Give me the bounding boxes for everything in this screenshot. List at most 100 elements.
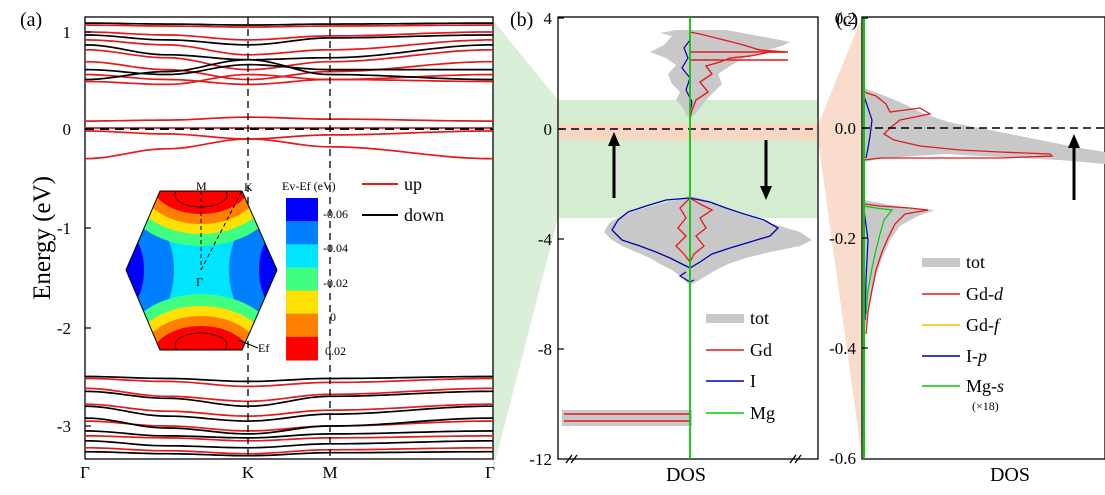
panel-b: tot Gd I Mg (b) 4 0 -4 -8 -12 DOS [510, 9, 819, 486]
panel-c-gdd-upper [863, 91, 1054, 161]
panel-a-ytick-marks [85, 31, 91, 427]
band-up-16 [85, 446, 493, 455]
panel-b-legend-mg: Mg [750, 403, 775, 423]
panel-b-orange-band [559, 124, 817, 140]
panel-c: tot Gd-d Gd-f I-p Mg-s (×18) (c) 0.2 0.0… [829, 9, 1105, 486]
panel-b-ytick-0: 0 [544, 120, 553, 139]
panel-c-mgs-lower [863, 205, 894, 315]
panel-a-xtick-gamma1: Γ [80, 463, 90, 482]
panel-c-ytick-m06: -0.6 [829, 449, 856, 468]
band-down-0 [85, 22, 493, 26]
panel-b-i-upper [681, 39, 693, 113]
band-up-7 [85, 116, 493, 122]
panel-b-gd-upper [689, 31, 787, 119]
panel-c-ytick-marks [862, 17, 868, 349]
inset-path-gamma-k [200, 190, 243, 271]
band-up-13 [84, 403, 493, 417]
band-up-6 [85, 73, 493, 86]
zoom-connector-green [493, 20, 558, 470]
panel-b-label: (b) [510, 9, 533, 31]
panel-c-ip-upper [863, 95, 873, 159]
band-up-9 [85, 130, 493, 140]
panel-b-tot-lower [604, 196, 812, 285]
band-up-15 [85, 435, 493, 442]
band-up-10 [84, 138, 494, 160]
panel-a-ytick-m1: -1 [57, 219, 71, 238]
band-down-10 [84, 439, 494, 449]
panel-b-ytick-m4: -4 [538, 230, 553, 249]
colorbar-tick-3: -0.02 [323, 276, 348, 290]
inset-label-m: M [196, 179, 207, 193]
panel-c-legend-gdd: Gd-d [966, 284, 1004, 304]
panel-c-ytick-00: 0.0 [835, 119, 856, 138]
panel-a-ytick-1: 1 [63, 23, 72, 42]
panel-b-legend-i: I [750, 371, 756, 391]
panel-c-xlabel: DOS [990, 464, 1030, 486]
band-down-4 [84, 58, 493, 81]
band-up-4 [84, 60, 493, 81]
panel-b-ytick-m12: -12 [529, 450, 552, 469]
panel-a-xtick-gamma2: Γ [485, 463, 495, 482]
panel-b-ytick-marks [558, 17, 564, 350]
panel-c-tot-upper [864, 88, 1105, 164]
colorbar-segment-1 [286, 221, 318, 245]
panel-c-legend-ip: I-p [966, 346, 987, 366]
legend-down-label: down [404, 205, 444, 225]
panel-c-legend-mgs: Mg-s [966, 376, 1004, 396]
panel-b-legend-gd: Gd [750, 340, 772, 360]
panel-b-axis-breaks [565, 454, 802, 464]
panel-b-legend-tot-swatch [706, 314, 744, 323]
inset-label-gamma: Γ [196, 275, 203, 289]
band-down-8 [84, 417, 493, 435]
colorbar-segment-0 [286, 198, 318, 222]
panel-c-ytick-m02: -0.2 [829, 229, 856, 248]
colorbar-tick-2: -0.04 [323, 241, 348, 255]
band-down-5 [85, 375, 493, 383]
panel-c-note: (×18) [972, 399, 999, 413]
inset-bz-map: M K Γ Ef Ev-Ef (eV) -0.06 -0.04 -0.02 0 … [125, 179, 348, 361]
panel-c-legend-gdf: Gd-f [966, 315, 1002, 335]
panel-a-xtick-k: K [242, 463, 255, 482]
colorbar-segment-6 [286, 336, 318, 361]
band-up-12 [84, 387, 493, 403]
panel-c-ip-lower [863, 209, 869, 321]
panel-a-ytick-m2: -2 [57, 319, 71, 338]
colorbar-segment-4 [286, 290, 318, 315]
band-down-7 [84, 405, 493, 422]
panel-c-label: (c) [836, 9, 858, 31]
colorbar-segment-2 [286, 244, 318, 268]
band-down-11 [84, 450, 493, 457]
panel-c-frame [861, 16, 1105, 460]
band-down-6 [84, 390, 494, 408]
inset-ef-pointer [237, 339, 259, 349]
panel-b-xlabel: DOS [666, 464, 706, 486]
colorbar-segment-5 [286, 313, 318, 338]
band-up-11 [85, 377, 493, 388]
band-up-2 [84, 39, 493, 56]
panel-c-legend-tot: tot [966, 252, 985, 272]
band-down-2 [84, 44, 493, 61]
panel-a-ytick-m3: -3 [57, 417, 71, 436]
colorbar-tick-1: -0.06 [323, 207, 348, 221]
panel-a-label: (a) [20, 9, 42, 31]
colorbar-segment-3 [286, 267, 318, 291]
panel-b-ytick-4: 4 [544, 9, 553, 28]
panel-c-legend-tot-swatch [922, 258, 960, 267]
band-down-1 [85, 34, 493, 46]
legend-up-label: up [404, 174, 422, 194]
colorbar-tick-4: 0 [330, 310, 336, 324]
colorbar [286, 198, 318, 361]
inset-label-ef: Ef [258, 341, 269, 355]
colorbar-tick-5: 0.02 [325, 344, 346, 358]
colorbar-title: Ev-Ef (eV) [282, 179, 336, 193]
inset-lobe-left [126, 198, 174, 342]
band-up-1 [85, 31, 493, 41]
panel-b-tot-deep [562, 410, 692, 426]
panel-c-gdd-lower [863, 203, 929, 335]
band-down-9 [84, 430, 494, 439]
panel-c-ytick-m04: -0.4 [829, 339, 856, 358]
inset-label-k: K [244, 180, 253, 194]
band-up-14 [85, 420, 493, 432]
panel-a-bands [84, 22, 494, 457]
